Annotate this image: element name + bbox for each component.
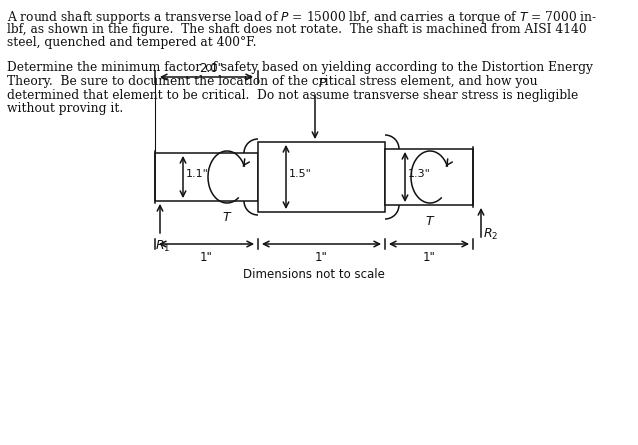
Text: 1.1": 1.1" <box>186 169 209 179</box>
Text: Theory.  Be sure to document the location of the critical stress element, and ho: Theory. Be sure to document the location… <box>7 75 538 88</box>
Text: Dimensions not to scale: Dimensions not to scale <box>243 268 385 281</box>
Text: without proving it.: without proving it. <box>7 102 123 115</box>
Bar <box>155 153 258 201</box>
Text: 1.5": 1.5" <box>289 169 312 179</box>
Text: 1.3": 1.3" <box>408 169 431 179</box>
Text: Determine the minimum factor of safety based on yielding according to the Distor: Determine the minimum factor of safety b… <box>7 61 593 74</box>
Text: steel, quenched and tempered at 400°F.: steel, quenched and tempered at 400°F. <box>7 36 256 49</box>
Text: $R_2$: $R_2$ <box>483 227 498 242</box>
Text: 1": 1" <box>315 251 328 264</box>
Text: A round shaft supports a transverse load of $P$ = 15000 lbf, and carries a torqu: A round shaft supports a transverse load… <box>7 9 597 26</box>
Text: $R_1$: $R_1$ <box>155 239 170 254</box>
Text: 1": 1" <box>422 251 436 264</box>
Text: $T$: $T$ <box>425 215 435 228</box>
Text: 2.0": 2.0" <box>200 62 223 75</box>
Text: lbf, as shown in the figure.  The shaft does not rotate.  The shaft is machined : lbf, as shown in the figure. The shaft d… <box>7 23 586 36</box>
Bar <box>258 142 385 212</box>
Text: $P$: $P$ <box>318 77 327 90</box>
Text: determined that element to be critical.  Do not assume transverse shear stress i: determined that element to be critical. … <box>7 89 578 101</box>
Bar <box>385 149 473 205</box>
Text: $T$: $T$ <box>222 211 232 224</box>
Text: 1": 1" <box>200 251 213 264</box>
